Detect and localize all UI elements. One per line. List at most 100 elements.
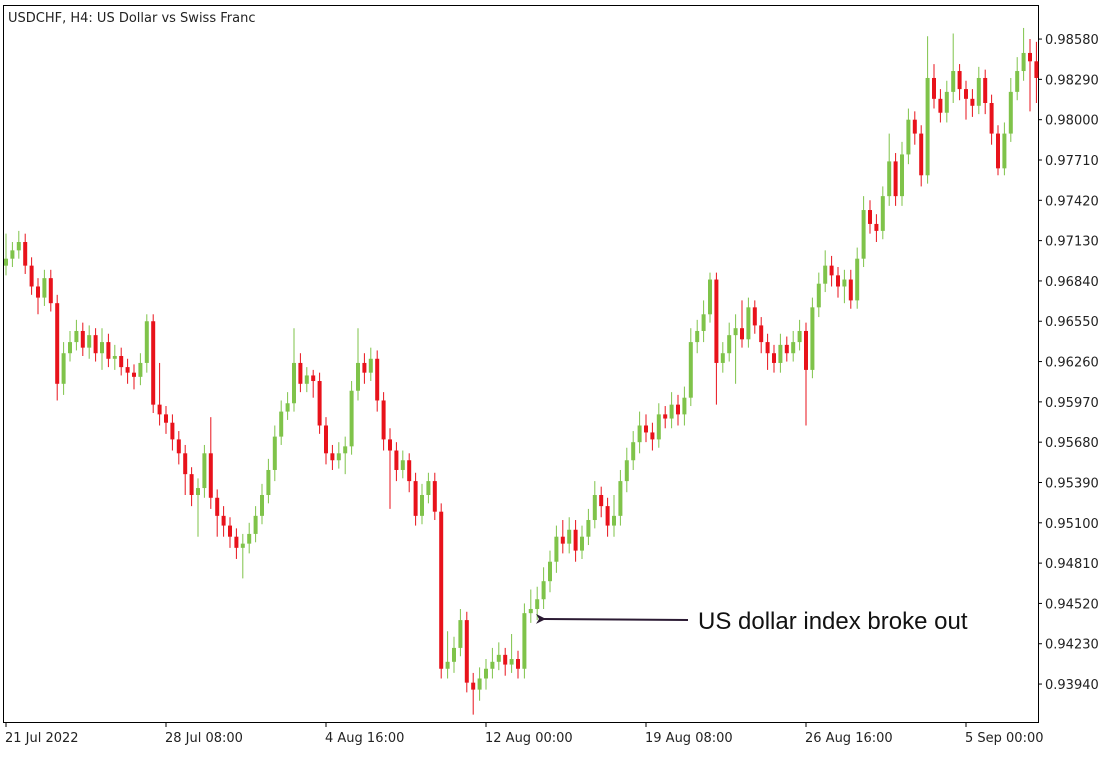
candle-body	[970, 98, 975, 106]
candle-body	[170, 422, 175, 440]
candle-body	[151, 321, 156, 405]
candle-body	[560, 536, 565, 544]
candle-body	[112, 355, 117, 359]
candle-body	[765, 342, 770, 354]
candle-body	[215, 497, 220, 516]
candle-body	[522, 613, 527, 669]
candle-body	[202, 453, 207, 489]
candle-body	[29, 265, 34, 287]
candle-body	[567, 529, 572, 544]
candle-body	[1015, 71, 1020, 92]
x-tick-label: 19 Aug 08:00	[645, 731, 733, 746]
candle-body	[375, 358, 380, 401]
candle-body	[330, 453, 335, 461]
candle-body	[503, 654, 508, 665]
y-tick-label: 0.94810	[1045, 557, 1099, 572]
candle-body	[368, 358, 373, 373]
candle-body	[471, 682, 476, 690]
candle-body	[996, 133, 1000, 169]
y-tick-label: 0.94520	[1045, 597, 1099, 612]
candle-body	[247, 533, 252, 544]
candle-body	[746, 307, 751, 340]
candle-body	[740, 328, 744, 340]
candle-body	[656, 414, 661, 440]
candle-body	[535, 599, 540, 609]
candle-body	[548, 561, 552, 582]
candle-body	[336, 453, 341, 461]
candle-body	[87, 335, 92, 348]
candle-body	[260, 495, 264, 516]
x-tick-label: 4 Aug 16:00	[325, 731, 404, 746]
candle-body	[298, 362, 303, 384]
candle-body	[4, 258, 8, 266]
candle-body	[388, 439, 392, 451]
y-tick-label: 0.95970	[1045, 396, 1099, 411]
candle-body	[484, 668, 488, 679]
y-tick-label: 0.95100	[1045, 517, 1099, 532]
candle-body	[791, 342, 796, 354]
y-tick-label: 0.96840	[1045, 275, 1099, 290]
candle-body	[868, 210, 872, 224]
candle-body	[906, 119, 911, 155]
candle-body	[778, 344, 783, 363]
candle-body	[893, 161, 898, 197]
y-tick-label: 0.98580	[1045, 33, 1099, 48]
candle-body	[496, 654, 501, 662]
y-tick-label: 0.97130	[1045, 235, 1099, 250]
candle-body	[80, 330, 85, 348]
candle-body	[176, 439, 181, 454]
candle-body	[829, 265, 834, 276]
y-tick-label: 0.96260	[1045, 356, 1099, 371]
y-tick-label: 0.98290	[1045, 73, 1099, 88]
candle-body	[125, 367, 130, 373]
candle-body	[861, 210, 866, 259]
y-tick-label: 0.93940	[1045, 678, 1099, 693]
candle-body	[42, 278, 47, 298]
candle-body	[663, 414, 668, 419]
candle-body	[516, 659, 520, 669]
candle-body	[106, 342, 111, 359]
candle-body	[676, 404, 680, 415]
candle-body	[848, 279, 853, 301]
candle-body	[605, 506, 610, 526]
candle-body	[810, 307, 815, 370]
candle-body	[266, 469, 271, 496]
candle-body	[599, 495, 604, 507]
candle-body	[772, 353, 776, 363]
candle-body	[304, 375, 309, 384]
candle-body	[880, 196, 885, 231]
candle-body	[752, 307, 757, 326]
candle-body	[420, 495, 424, 516]
candle-body	[624, 460, 629, 482]
x-tick-label: 12 Aug 00:00	[485, 731, 573, 746]
candle-body	[253, 515, 258, 534]
candle-body	[445, 661, 450, 669]
candle-body	[976, 77, 981, 106]
candle-body	[528, 608, 533, 614]
candle-body	[989, 103, 994, 134]
candle-body	[119, 355, 124, 368]
y-tick-label: 0.94230	[1045, 638, 1099, 653]
x-tick-label: 28 Jul 08:00	[165, 731, 243, 746]
candle-body	[727, 335, 732, 354]
x-tick-label: 5 Sep 00:00	[965, 731, 1044, 746]
candle-body	[272, 436, 277, 470]
candle-body	[157, 404, 162, 415]
candle-body	[144, 321, 149, 363]
candle-body	[733, 328, 738, 336]
candle-body	[362, 362, 367, 373]
candle-body	[1021, 52, 1026, 72]
candle-body	[938, 98, 943, 113]
candle-body	[983, 77, 988, 104]
candle-body	[464, 620, 469, 683]
annotation: US dollar index broke out	[698, 608, 968, 635]
candle-body	[196, 488, 200, 496]
candle-body	[784, 344, 789, 354]
candle-body	[797, 330, 802, 343]
candle-body	[74, 330, 79, 343]
candle-body	[586, 520, 591, 537]
annotation-arrow	[535, 613, 689, 624]
candle-body	[708, 279, 712, 315]
candle-body	[164, 414, 168, 423]
candle-body	[23, 242, 28, 266]
